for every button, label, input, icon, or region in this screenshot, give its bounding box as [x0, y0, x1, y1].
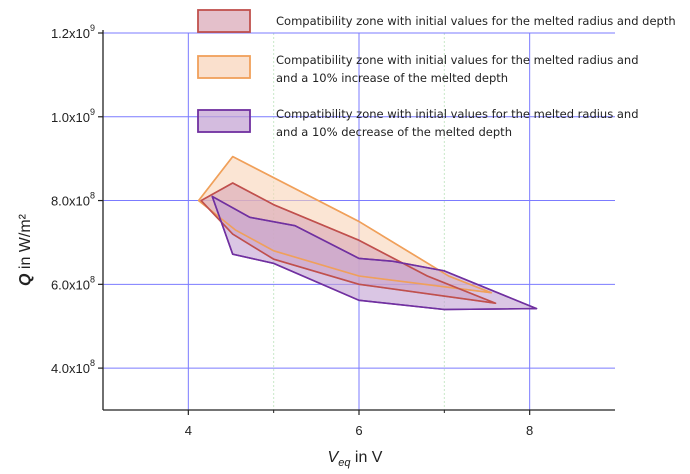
- y-tick-label-3: 1.0x109: [51, 107, 95, 125]
- legend: Compatibility zone with initial values f…: [197, 9, 676, 139]
- x-tick-label-1: 6: [355, 423, 362, 438]
- series-areas: [197, 155, 538, 311]
- x-axis-title-subscript: eq: [338, 457, 351, 469]
- x-axis-title: Veq in V: [328, 449, 383, 469]
- y-axis-title: Q in W/m²: [17, 213, 34, 286]
- series-outline-0: [197, 155, 493, 294]
- legend-label-1-0: Compatibility zone with initial values f…: [276, 53, 639, 67]
- x-axis-title-main: V: [328, 449, 340, 466]
- y-axis-title-main: Q: [17, 273, 34, 286]
- y-tick-label-0: 4.0x108: [51, 358, 95, 376]
- legend-label-2-1: and a 10% decrease of the melted depth: [276, 125, 512, 139]
- legend-label-2-0: Compatibility zone with initial values f…: [276, 107, 639, 121]
- y-axis-tick-labels: 4.0x108 6.0x108 8.0x108 1.0x109 1.2x109: [51, 23, 95, 376]
- x-axis-title-rest: in V: [350, 449, 382, 466]
- y-axis-title-rest: in W/m²: [17, 213, 34, 273]
- x-axis-tick-labels: 4 6 8: [185, 423, 534, 438]
- legend-swatch-0: [197, 9, 251, 33]
- legend-label-1-1: and a 10% increase of the melted depth: [276, 71, 508, 85]
- legend-swatch-1: [197, 55, 251, 79]
- series-outline-1: [200, 182, 497, 305]
- y-tick-label-1: 6.0x108: [51, 274, 95, 292]
- y-tick-label-4: 1.2x109: [51, 23, 95, 41]
- y-tick-label-2: 8.0x108: [51, 191, 95, 209]
- legend-label-0-0: Compatibility zone with initial values f…: [276, 14, 676, 28]
- axes: [98, 30, 615, 415]
- x-tick-label-0: 4: [185, 423, 192, 438]
- series-outline-2: [211, 195, 538, 311]
- legend-swatch-2: [197, 109, 251, 133]
- x-tick-label-2: 8: [526, 423, 533, 438]
